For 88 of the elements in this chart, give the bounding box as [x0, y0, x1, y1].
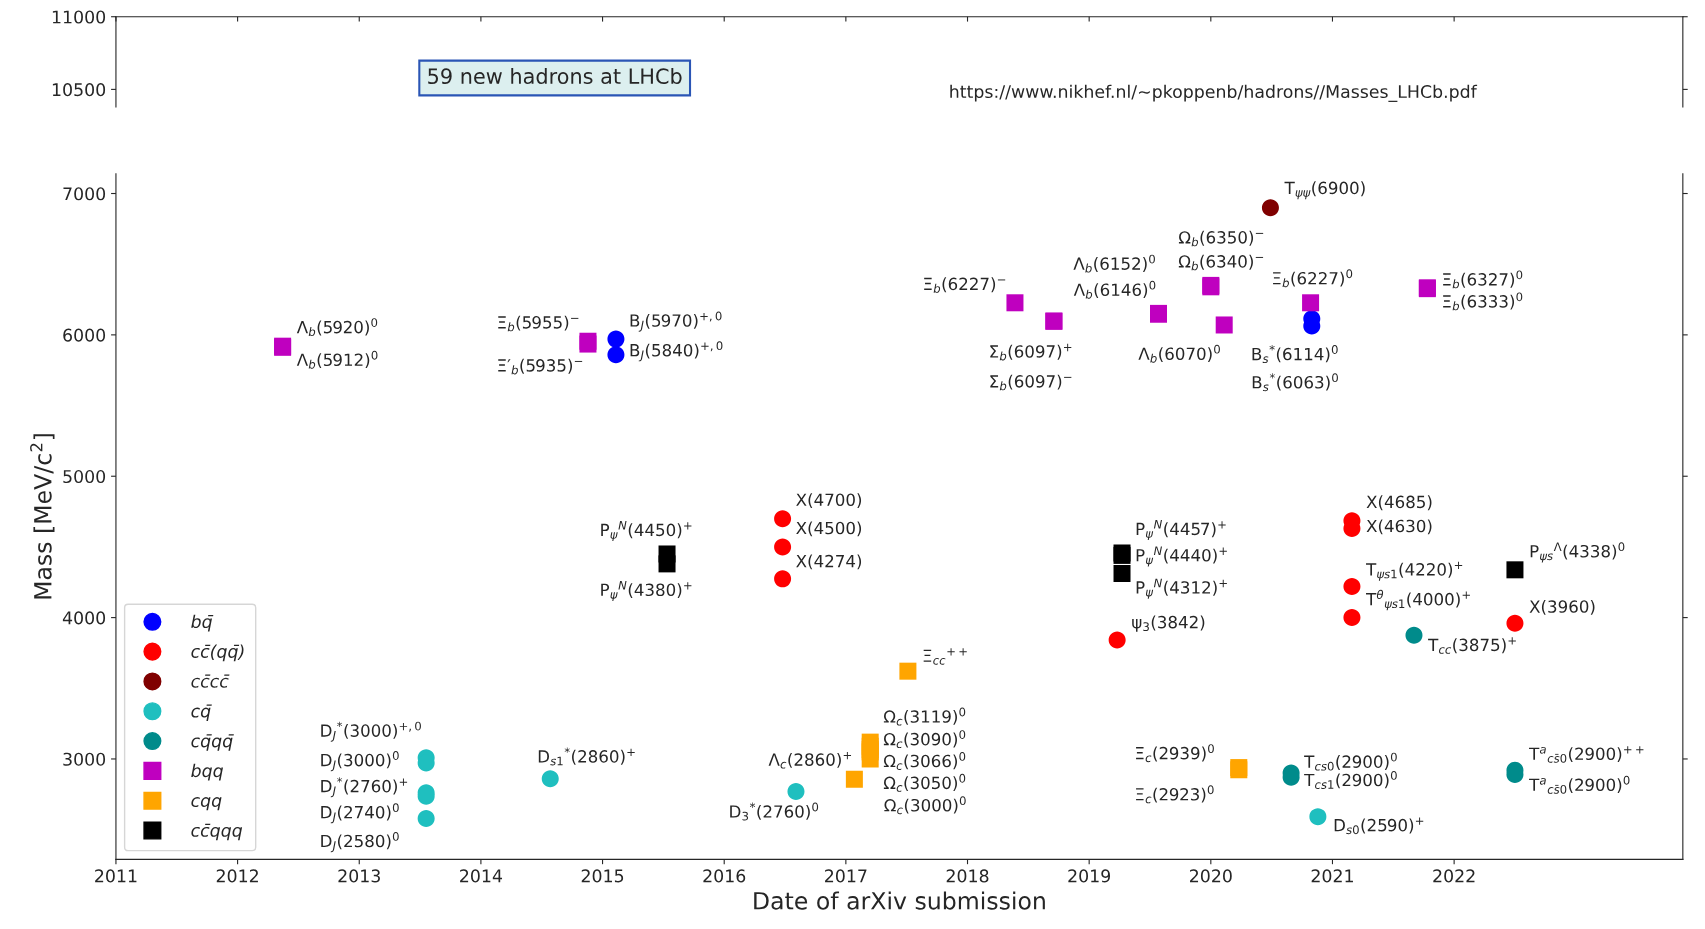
annotation: D$_{J}$(2580)$^{0}$ [321, 832, 399, 853]
annotation: D$_{J}$(3000)$^{0}$ [321, 751, 399, 772]
annotation: T$_{ψs1}$(4220)$^{+}$ [1366, 561, 1463, 581]
annotation: Λ$_{b}$(6152)$^{0}$ [1073, 254, 1155, 273]
annotation: T$^{θ}$$_{ψs1}$(4000)$^{+}$ [1366, 589, 1470, 611]
annotation: ψ$_{3}$(3842) [1132, 615, 1205, 632]
x-tick-label: 2013 [338, 869, 380, 883]
annotation: https://www.nikhef.nl/~pkoppenb/hadrons//Masses_LHCb.pdf [950, 84, 1478, 102]
annotation: Λ$_{b}$(6070)$^{0}$ [1138, 344, 1220, 363]
x-tick-label: 2011 [95, 869, 137, 883]
annotation: T$^{a}$$_{cs̄0}$(2900)$^{0}$ [1529, 775, 1630, 794]
annotation: Λ$_{b}$(5920)$^{0}$ [296, 318, 378, 337]
annotation: Ξ$_{cc}$$^{++}$ [923, 648, 967, 665]
annotation: B$_{s}$$^{*}$(6063)$^{0}$ [1252, 373, 1338, 392]
annotation: Ω$_{c}$(3119)$^{0}$ [883, 707, 966, 726]
annotation: Ξ′$_{b}$(5935)$^{−}$ [498, 358, 583, 375]
annotation: Λ$_{b}$(5912)$^{0}$ [296, 350, 378, 369]
y-tick-label: 10500 [52, 83, 106, 97]
annotation: Ω$_{b}$(6340)$^{−}$ [1178, 254, 1264, 271]
annotation: T$_{cs0}$(2900)$^{0}$ [1304, 752, 1397, 771]
annotation: Σ$_{b}$(6097)$^{+}$ [990, 343, 1072, 361]
x-tick-label: 2014 [460, 869, 503, 883]
annotation: B$_{J}$(5970)$^{+,0}$ [630, 311, 722, 332]
annotation: Σ$_{b}$(6097)$^{−}$ [990, 374, 1072, 391]
annotation: D$_{s1}$$^{*}$(2860)$^{+}$ [538, 747, 635, 766]
annotation: D$_{J}$$^{*}$(3000)$^{+,0}$ [321, 721, 421, 742]
annotation: Ω$_{b}$(6350)$^{−}$ [1178, 230, 1264, 247]
annotation: Λ$_{c}$(2860)$^{+}$ [768, 751, 852, 769]
annotation: P$_{ψ}$$^{N}$(4380)$^{+}$ [601, 580, 692, 602]
annotation: P$_{ψ}$$^{N}$(4312)$^{+}$ [1136, 578, 1227, 599]
x-tick-label: 2016 [703, 869, 746, 883]
annotation: P$_{ψ}$$^{N}$(4457)$^{+}$ [1136, 520, 1226, 541]
y-tick-label: 6000 [63, 328, 106, 342]
annotation: B$_{s}$$^{*}$(6114)$^{0}$ [1252, 345, 1338, 364]
annotation: Ξ$_{b}$(6327)$^{0}$ [1443, 270, 1523, 289]
annotation: Ξ$_{c}$(2923)$^{0}$ [1136, 785, 1214, 804]
annotation: Ω$_{c}$(3000)$^{0}$ [884, 796, 966, 815]
legend-label: bq̄ [191, 614, 214, 632]
annotation: Ω$_{c}$(3050)$^{0}$ [883, 773, 966, 792]
x-tick-label: 2019 [1068, 869, 1111, 883]
x-tick-label: 2015 [581, 869, 624, 883]
x-tick-label: 2017 [825, 869, 867, 883]
annotation: Ξ$_{b}$(6333)$^{0}$ [1443, 292, 1523, 311]
annotation: X(4630) [1366, 519, 1432, 535]
y-tick-label: 11000 [52, 10, 106, 24]
annotation: Ξ$_{c}$(2939)$^{0}$ [1136, 744, 1214, 763]
annotation: Λ$_{b}$(6146)$^{0}$ [1073, 280, 1156, 299]
legend-label: cc̄qqq [191, 823, 243, 841]
annotation: T$_{cs1}$(2900)$^{0}$ [1304, 771, 1397, 789]
legend-label: cq̄qq̄ [191, 734, 234, 751]
y-tick-label: 7000 [63, 187, 106, 201]
legend-label: cq̄ [191, 704, 212, 721]
annotation: D$_{s0}$(2590)$^{+}$ [1334, 817, 1424, 835]
legend-label: cc̄cc̄ [191, 674, 230, 688]
x-tick-label: 2022 [1433, 869, 1475, 883]
x-axis-title: Date of arXiv submission [754, 891, 1045, 910]
annotation: P$_{ψ}$$^{N}$(4450)$^{+}$ [601, 521, 692, 542]
annotation: P$_{ψ}$$^{N}$(4440)$^{+}$ [1136, 546, 1227, 567]
annotation: Ξ$_{b}$(6227)$^{−}$ [924, 277, 1006, 293]
x-tick-label: 2020 [1190, 869, 1232, 883]
annotation: T$_{ψψ}$(6900) [1284, 181, 1365, 200]
annotation: T$_{cc}$(3875)$^{+}$ [1428, 637, 1516, 654]
annotation: Ω$_{c}$(3090)$^{0}$ [883, 730, 966, 749]
annotation: D$_{3}$$^{*}$(2760)$^{0}$ [730, 802, 819, 821]
annotation: 59 new hadrons at LHCb [428, 67, 682, 85]
annotation: X(4685) [1366, 495, 1432, 511]
y-tick-label: 5000 [63, 469, 106, 484]
annotation: T$^{a}$$_{cs̄0}$(2900)$^{++}$ [1529, 746, 1644, 763]
annotation: X(3960) [1529, 599, 1595, 615]
annotation: P$_{ψs}$$^{Λ}$(4338)$^{0}$ [1530, 542, 1625, 563]
legend-label: bqq [191, 763, 223, 781]
annotation: X(4700) [796, 493, 862, 509]
y-tick-label: 4000 [62, 611, 106, 625]
y-axis-title: Mass [MeV/c$^{2}$] [30, 434, 55, 599]
annotation: D$_{J}$$^{*}$(2760)$^{+}$ [321, 777, 408, 798]
annotation: X(4274) [796, 554, 862, 570]
annotation: X(4500) [796, 521, 862, 537]
annotation: Ξ$_{b}$(6227)$^{0}$ [1273, 269, 1353, 288]
x-tick-label: 2012 [216, 869, 258, 883]
y-tick-label: 3000 [63, 752, 106, 766]
annotation: D$_{J}$(2740)$^{0}$ [321, 803, 399, 824]
x-tick-label: 2018 [946, 869, 989, 883]
legend-label: cc̄(qq̄) [191, 644, 244, 662]
annotation: Ξ$_{b}$(5955)$^{−}$ [498, 315, 579, 332]
annotation: Ω$_{c}$(3066)$^{0}$ [883, 752, 966, 770]
legend-label: cqq [191, 797, 222, 811]
annotation: B$_{J}$(5840)$^{+,0}$ [630, 341, 723, 362]
x-tick-label: 2021 [1311, 869, 1353, 883]
